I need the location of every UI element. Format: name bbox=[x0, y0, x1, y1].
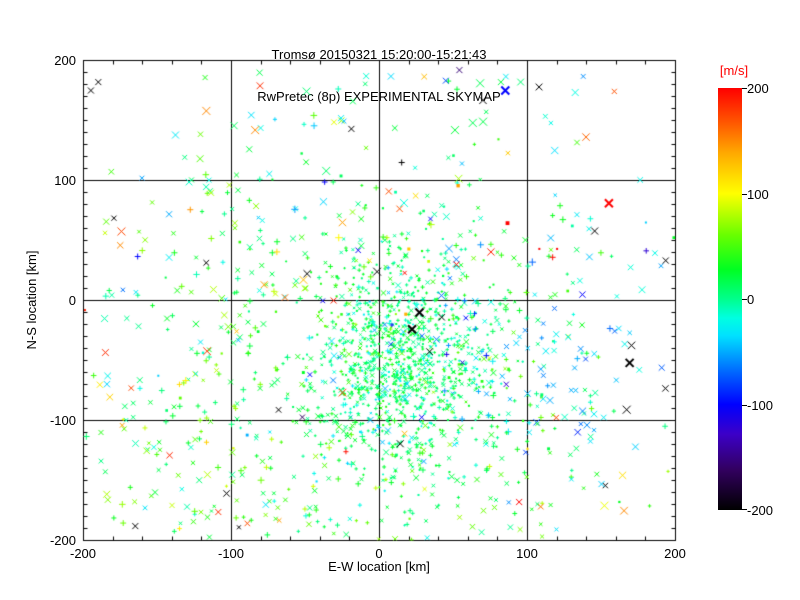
colorbar-tick-mark bbox=[742, 299, 747, 300]
colorbar-unit-label: [m/s] bbox=[719, 63, 749, 78]
colorbar-tick-label: 200 bbox=[747, 81, 769, 96]
x-tick-label: 200 bbox=[664, 546, 686, 561]
x-tick-label: -200 bbox=[69, 546, 97, 561]
y-tick-label: -100 bbox=[49, 413, 76, 428]
y-axis-label: N-S location [km] bbox=[24, 250, 39, 350]
x-tick-label: 0 bbox=[375, 546, 383, 561]
colorbar-tick-label: -100 bbox=[747, 397, 774, 413]
y-tick-label: -200 bbox=[49, 533, 76, 548]
x-tick-label: -100 bbox=[217, 546, 245, 561]
colorbar-tick-label: -200 bbox=[747, 503, 774, 518]
colorbar-gradient bbox=[718, 88, 742, 510]
x-tick-label: 100 bbox=[516, 546, 538, 561]
colorbar-tick-mark bbox=[742, 88, 747, 89]
colorbar-tick-mark bbox=[742, 509, 747, 510]
y-tick-label: 0 bbox=[68, 293, 76, 308]
y-tick-label: 100 bbox=[54, 173, 76, 188]
y-tick-label: 200 bbox=[54, 53, 76, 68]
colorbar-tick-mark bbox=[742, 404, 747, 406]
colorbar-tick-label: 100 bbox=[747, 186, 769, 202]
x-axis-label: E-W location [km] bbox=[328, 559, 430, 574]
colorbar-tick-mark bbox=[742, 193, 747, 195]
colorbar-tick-label: 0 bbox=[747, 292, 755, 307]
